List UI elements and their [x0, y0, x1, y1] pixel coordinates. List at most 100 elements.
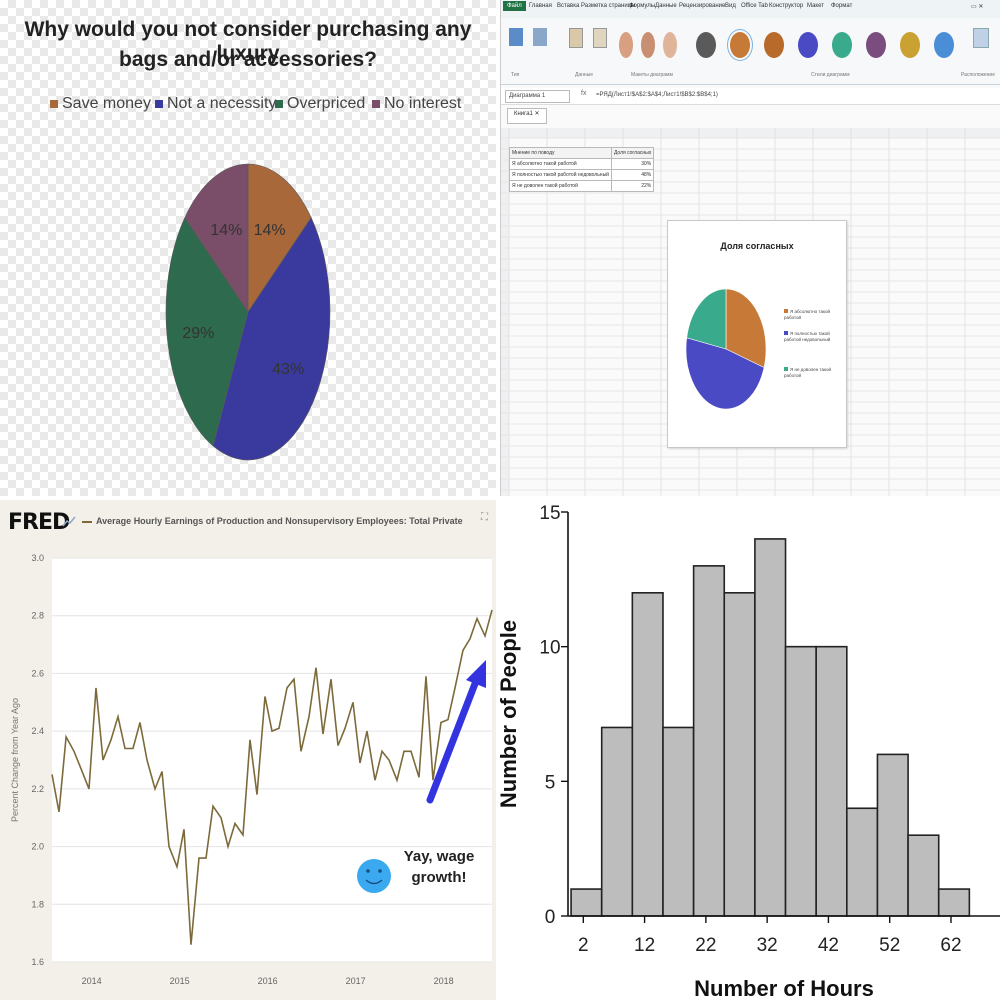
- legend-label: No interest: [384, 95, 462, 112]
- table-cell[interactable]: Я полностью такой работой недовольный: [509, 169, 612, 181]
- fred-chart-panel: FRED Average Hourly Earnings of Producti…: [0, 500, 496, 1000]
- save-template-icon[interactable]: [533, 28, 547, 46]
- fred-logo-chart-icon: [62, 516, 76, 527]
- switch-row-column-icon[interactable]: [569, 28, 583, 48]
- chart-style-ball-icon[interactable]: [934, 32, 954, 58]
- chart-style-ball-icon[interactable]: [866, 32, 886, 58]
- y-tick-label: 3.0: [31, 553, 44, 563]
- table-header-cell[interactable]: Доля согласных: [610, 147, 655, 159]
- smiley-eye: [378, 869, 382, 873]
- x-tick-label: 2: [578, 935, 589, 956]
- tab-layout[interactable]: Макет: [807, 3, 824, 9]
- chart-style-ball-icon[interactable]: [798, 32, 818, 58]
- layout-thumb-icon[interactable]: [663, 32, 677, 58]
- chart-style-ball-icon[interactable]: [696, 32, 716, 58]
- histogram-bar: [631, 592, 664, 917]
- legend-label: Not a necessity: [167, 95, 277, 112]
- name-box[interactable]: Диаграмма 1: [505, 90, 570, 103]
- chart-style-ball-selected-icon[interactable]: [727, 29, 753, 61]
- y-tick-label: 0: [545, 907, 556, 928]
- smiley-eye: [366, 869, 370, 873]
- excel-pie-slice: [685, 337, 765, 410]
- layout-thumb-icon[interactable]: [641, 32, 655, 58]
- legend-label: Я абсолютно такой работой: [784, 309, 830, 320]
- tab-page-layout[interactable]: Разметка страницы: [581, 3, 636, 9]
- layout-thumb-icon[interactable]: [619, 32, 633, 58]
- ribbon-group-label: Расположение: [961, 72, 995, 78]
- histogram-bar: [723, 592, 756, 917]
- chart-style-ball-icon[interactable]: [900, 32, 920, 58]
- legend-label: Я не доволен такой работой: [784, 367, 832, 378]
- data-table: Мнение по поводу Доля согласных Я абсолю…: [509, 147, 655, 192]
- smiley-face-icon: [357, 859, 391, 893]
- legend-swatch: [784, 331, 788, 335]
- chart-style-ball-icon[interactable]: [764, 32, 784, 58]
- table-cell[interactable]: Я не доволен такой работой: [509, 180, 612, 192]
- table-row: Я абсолютно такой работой 30%: [509, 158, 655, 170]
- table-cell[interactable]: Я абсолютно такой работой: [509, 158, 612, 170]
- table-header-cell[interactable]: Мнение по поводу: [509, 147, 612, 159]
- formula-input[interactable]: =РЯД(Лист1!$A$2:$A$4;Лист1!$B$2:$B$4;1): [593, 90, 996, 101]
- legend-swatch: [50, 99, 58, 108]
- excel-pie: [685, 288, 767, 410]
- legend-swatch: [372, 99, 380, 108]
- arrow-head-icon: [466, 660, 486, 688]
- tab-review[interactable]: Рецензирование: [679, 3, 726, 9]
- x-tick-label: 2017: [346, 976, 366, 986]
- embedded-pie-chart[interactable]: Доля согласных Я абсолютно такой работой…: [667, 220, 847, 448]
- row-header-column[interactable]: [501, 128, 509, 496]
- legend-item-no-interest: No interest: [372, 95, 461, 113]
- tab-home[interactable]: Главная: [529, 3, 552, 9]
- luxury-pie-panel: Why would you not consider purchasing an…: [0, 0, 496, 496]
- pie-data-label: 43%: [272, 361, 304, 378]
- change-chart-type-icon[interactable]: [509, 28, 523, 46]
- histogram-bar: [907, 834, 940, 917]
- pie-data-label: 14%: [254, 222, 286, 239]
- x-tick-label: 12: [634, 935, 655, 956]
- histogram-bar: [876, 753, 909, 917]
- x-tick-label: 2015: [170, 976, 190, 986]
- hours-histogram: 0 5 10 15 2 12 22 32 42 52 62 Number of Hours Number…: [500, 503, 1000, 1000]
- pie-slice-save-money: [247, 163, 312, 313]
- y-tick-label: 2.0: [31, 842, 44, 852]
- table-row: Я не доволен такой работой 22%: [509, 180, 655, 192]
- tab-format[interactable]: Формат: [831, 3, 853, 9]
- expand-icon[interactable]: ⛶: [481, 512, 488, 523]
- y-axis-label: Percent Change from Year Ago: [10, 698, 20, 822]
- histogram-bar: [570, 888, 603, 917]
- tab-insert[interactable]: Вставка: [557, 3, 580, 9]
- tab-formulas[interactable]: Формулы: [629, 3, 656, 9]
- legend-swatch: [784, 367, 788, 371]
- table-cell[interactable]: 22%: [610, 180, 655, 192]
- table-row: Мнение по поводу Доля согласных: [509, 147, 655, 159]
- legend-label: Я полностью такой работой недовольный: [784, 331, 831, 342]
- y-tick-label: 1.8: [31, 899, 44, 909]
- excel-window: Файл Главная Вставка Разметка страницы Ф…: [500, 0, 1000, 496]
- legend-item: Я не доволен такой работой: [784, 367, 844, 379]
- histogram-bar: [784, 645, 817, 917]
- window-controls-icon[interactable]: ▭ ✕: [971, 4, 984, 10]
- table-cell[interactable]: 30%: [610, 158, 655, 170]
- legend-item: Я абсолютно такой работой: [784, 309, 844, 321]
- y-tick-label: 15: [539, 503, 560, 524]
- histogram-panel: 0 5 10 15 2 12 22 32 42 52 62 Number of Hours Number…: [500, 500, 1000, 1000]
- tab-data[interactable]: Данные: [655, 3, 677, 9]
- legend-item: Я полностью такой работой недовольный: [784, 331, 844, 343]
- tab-view[interactable]: Вид: [725, 3, 736, 9]
- workbook-tab[interactable]: Книга1 ✕: [507, 108, 547, 124]
- column-header-row[interactable]: [501, 128, 1000, 138]
- tab-file[interactable]: Файл: [503, 1, 526, 11]
- table-cell[interactable]: 48%: [610, 169, 655, 181]
- move-chart-icon[interactable]: [973, 28, 989, 48]
- legend-swatch: [275, 99, 283, 108]
- x-tick-label: 32: [757, 935, 778, 956]
- y-tick-label: 2.6: [31, 668, 44, 678]
- chart-style-ball-icon[interactable]: [832, 32, 852, 58]
- fx-icon[interactable]: fx: [581, 90, 587, 97]
- series-title-text: Average Hourly Earnings of Production an…: [96, 516, 463, 526]
- select-data-icon[interactable]: [593, 28, 607, 48]
- tab-office[interactable]: Office Tab: [741, 3, 768, 9]
- pie-data-label: 29%: [182, 325, 214, 342]
- y-tick-label: 2.8: [31, 611, 44, 621]
- tab-design[interactable]: Конструктор: [769, 3, 804, 9]
